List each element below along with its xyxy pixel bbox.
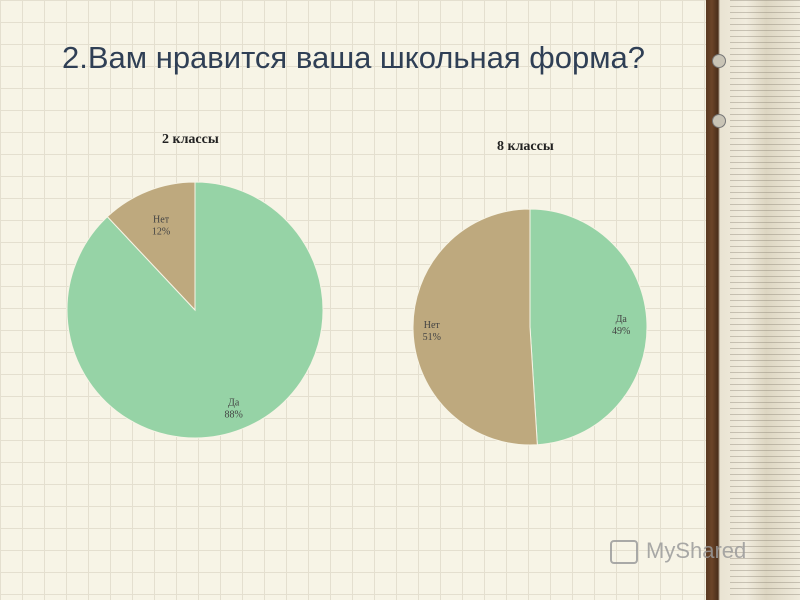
slice-label-0-1: Нет bbox=[153, 214, 170, 225]
slice-label-1-1: Нет bbox=[424, 320, 441, 331]
slice-label-0-0: Да bbox=[228, 398, 240, 409]
myshared-logo-icon bbox=[610, 540, 638, 564]
watermark: MyShared bbox=[646, 538, 747, 563]
slice-value-label-0-1: 12% bbox=[152, 226, 170, 237]
slice-label-1-0: Да bbox=[616, 314, 628, 325]
ruler-screw-icon bbox=[712, 54, 726, 68]
slice-value-label-1-1: 51% bbox=[423, 332, 441, 343]
slice-value-label-1-0: 49% bbox=[612, 326, 630, 337]
chart-title-8-grade: 8 классы bbox=[497, 139, 554, 154]
pie-slice-1-1 bbox=[412, 208, 538, 446]
pie-slice-1-0 bbox=[529, 208, 648, 446]
ruler-decoration bbox=[706, 0, 800, 600]
chart-title-2-grade: 2 классы bbox=[162, 132, 219, 147]
slide-title: 2.Вам нравится ваша школьная форма? bbox=[62, 40, 646, 75]
ruler-ticks bbox=[730, 0, 800, 600]
pie-slice-0-1 bbox=[106, 181, 196, 312]
slice-value-label-0-0: 88% bbox=[224, 410, 242, 421]
ruler-screw-icon bbox=[712, 114, 726, 128]
